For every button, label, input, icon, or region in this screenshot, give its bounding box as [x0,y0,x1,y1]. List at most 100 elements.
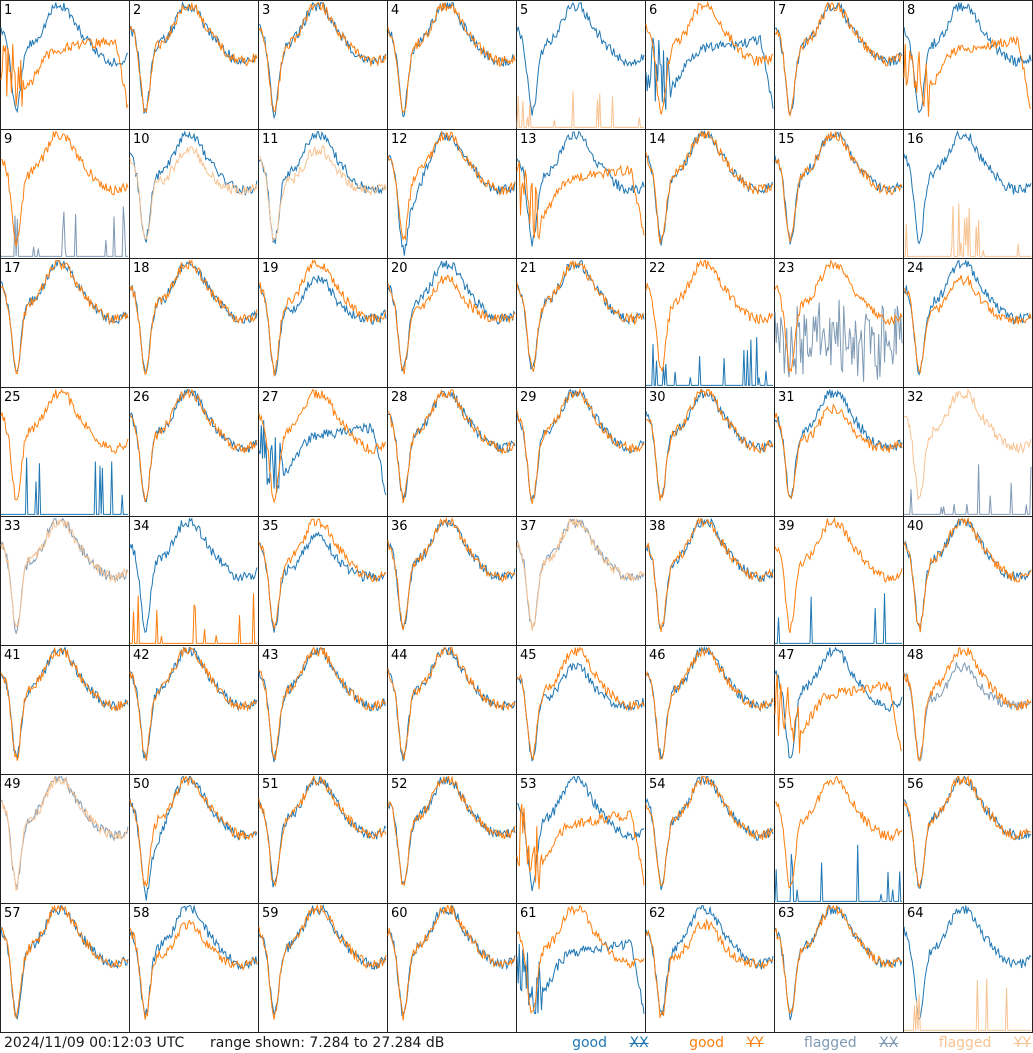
panel-label: 58 [133,906,150,921]
panel-label: 46 [649,648,666,663]
series-yy [516,91,644,128]
legend-flagged-yy-pol: YY [1013,1035,1031,1051]
series-xx [129,517,258,634]
series-xx [645,905,774,1016]
panel-label: 44 [391,648,408,663]
series-yy [774,516,903,634]
panel-label: 18 [133,261,150,276]
series-yy [258,518,386,629]
series-yy [130,593,257,644]
series-yy [645,259,774,372]
panel-label: 51 [262,777,279,792]
series-yy [516,904,645,1014]
series-yy [258,144,387,242]
panel-label: 7 [778,3,786,18]
series-yy [0,388,129,501]
series-yy [645,517,774,632]
panel-label: 5 [520,3,528,18]
series-xx [516,1,645,116]
series-yy [387,274,516,375]
series-yy [129,146,258,240]
series-xx [516,939,645,1014]
panel-label: 52 [391,777,408,792]
panel-label: 40 [907,519,924,534]
series-xx [516,775,645,892]
footer: 2024/11/09 00:12:03 UTC range shown: 7.2… [0,1033,1033,1053]
series-xx [0,905,129,1021]
series-yy [129,259,258,376]
series-yy [516,803,645,890]
series-yy [903,517,1032,633]
series-xx [774,299,903,382]
panel-label: 8 [907,3,915,18]
series-yy [645,776,774,887]
panel-label: 34 [133,519,150,534]
series-yy [516,388,645,505]
series-yy [0,130,129,247]
series-yy [645,918,774,1019]
series-yy [774,259,903,373]
series-xx [387,260,516,372]
series-xx [903,661,1032,762]
series-yy [645,131,774,245]
series-yy [516,161,645,241]
series-yy [129,2,258,113]
legend-good-xx-label: good [572,1035,607,1051]
panel-label: 55 [778,777,795,792]
panel-label: 45 [520,648,537,663]
series-yy [903,774,1032,888]
legend-flagged-xx-label: flagged [804,1035,857,1051]
series-xx [904,464,1032,515]
panel-label: 14 [649,132,666,147]
panel-label: 16 [907,132,924,147]
series-yy [387,904,516,1021]
panel-64: 64 [903,903,1033,1033]
series-xx [903,129,1032,245]
panel-label: 10 [133,132,150,147]
series-xx [387,646,516,762]
series-yy [258,903,387,1020]
panel-label: 36 [391,519,408,534]
panel-label: 22 [649,261,666,276]
series-yy [0,37,129,110]
series-xx [516,130,645,247]
series-yy [774,904,903,1015]
series-xx [903,905,1032,1020]
series-xx [258,420,387,496]
panel-label: 6 [649,3,657,18]
panel-label: 42 [133,648,150,663]
panel-label: 57 [4,906,21,921]
panel-label: 35 [262,519,279,534]
legend-good-yy-pol: YY [746,1035,764,1051]
series-yy [387,2,516,114]
series-yy [387,516,516,630]
series-yy [903,35,1032,117]
series-xx [775,593,902,644]
panel-label: 37 [520,519,537,534]
series-yy [258,1,387,112]
series-yy [258,775,387,888]
series-yy [0,518,129,628]
panel-label: 21 [520,261,537,276]
series-yy [774,775,903,889]
legend: good XX good YY flagged XX flagged YY [536,1033,1031,1053]
series-yy [258,646,387,761]
series-yy [129,775,258,888]
panel-label: 26 [133,390,150,405]
panel-15: 15 [774,129,904,259]
panel-label: 13 [520,132,537,147]
panel-label: 4 [391,3,399,18]
legend-flagged-yy: flagged YY [921,1035,1031,1051]
panel-label: 32 [907,390,924,405]
panel-label: 59 [262,906,279,921]
series-yy [904,978,1031,1031]
panel-label: 12 [391,132,408,147]
series-xx [774,130,903,245]
panel-label: 48 [907,648,924,663]
panel-label: 28 [391,390,408,405]
legend-flagged-xx-pol: XX [879,1035,899,1051]
panel-label: 64 [907,906,924,921]
series-yy [387,131,516,241]
panel-label: 43 [262,648,279,663]
series-xx [1,206,128,257]
